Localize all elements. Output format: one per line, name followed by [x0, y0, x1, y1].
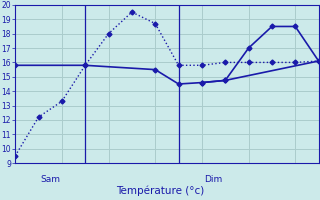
Text: Dim: Dim — [204, 176, 223, 184]
Text: Température (°c): Température (°c) — [116, 186, 204, 196]
Text: Sam: Sam — [40, 176, 60, 184]
